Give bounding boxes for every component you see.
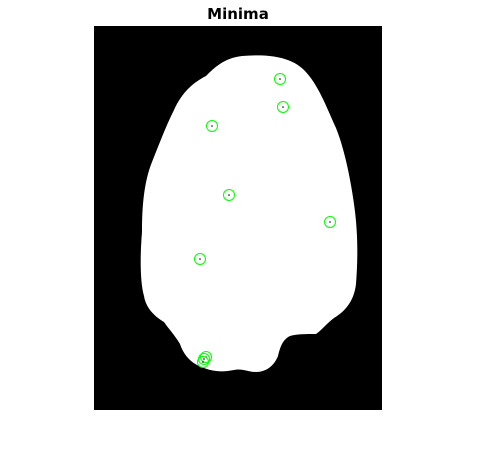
white-region (140, 55, 358, 373)
minimum-marker-dot (329, 221, 331, 223)
minimum-marker-circle (223, 189, 235, 201)
figure-title: Minima (207, 5, 269, 23)
minimum-marker-dot (282, 106, 284, 108)
minimum-marker-circle (274, 73, 286, 85)
minimum-marker-circle (324, 216, 336, 228)
minimum-marker-dot (211, 125, 213, 127)
minimum-marker-dot (202, 361, 204, 363)
image-plot (94, 26, 382, 410)
minimum-marker-dot (228, 194, 230, 196)
minimum-marker-circle (277, 101, 289, 113)
minimum-marker-circle (198, 353, 210, 365)
minima-markers (194, 73, 336, 368)
minimum-marker-dot (279, 78, 281, 80)
minimum-marker-circle (194, 253, 206, 265)
plot-canvas (94, 26, 382, 410)
minimum-marker-dot (203, 358, 205, 360)
minimum-marker-dot (199, 258, 201, 260)
minimum-marker-circle (206, 120, 218, 132)
